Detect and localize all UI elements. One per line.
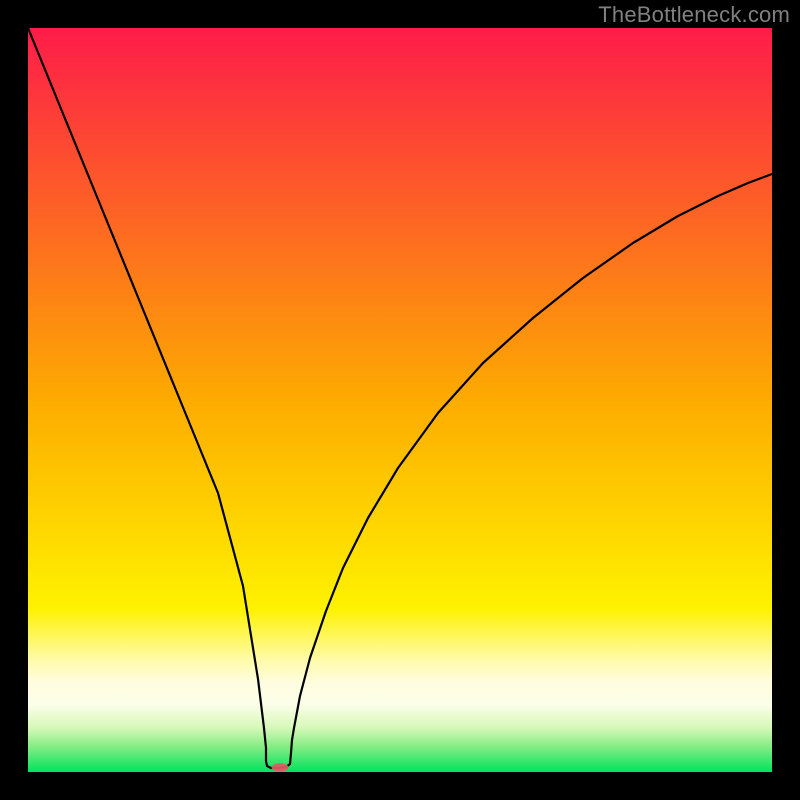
optimum-marker xyxy=(272,763,289,771)
chart-frame: TheBottleneck.com xyxy=(0,0,800,800)
gradient-background xyxy=(28,28,772,772)
plot-area xyxy=(28,28,772,772)
watermark-text: TheBottleneck.com xyxy=(598,2,790,28)
bottleneck-curve-chart xyxy=(28,28,772,772)
